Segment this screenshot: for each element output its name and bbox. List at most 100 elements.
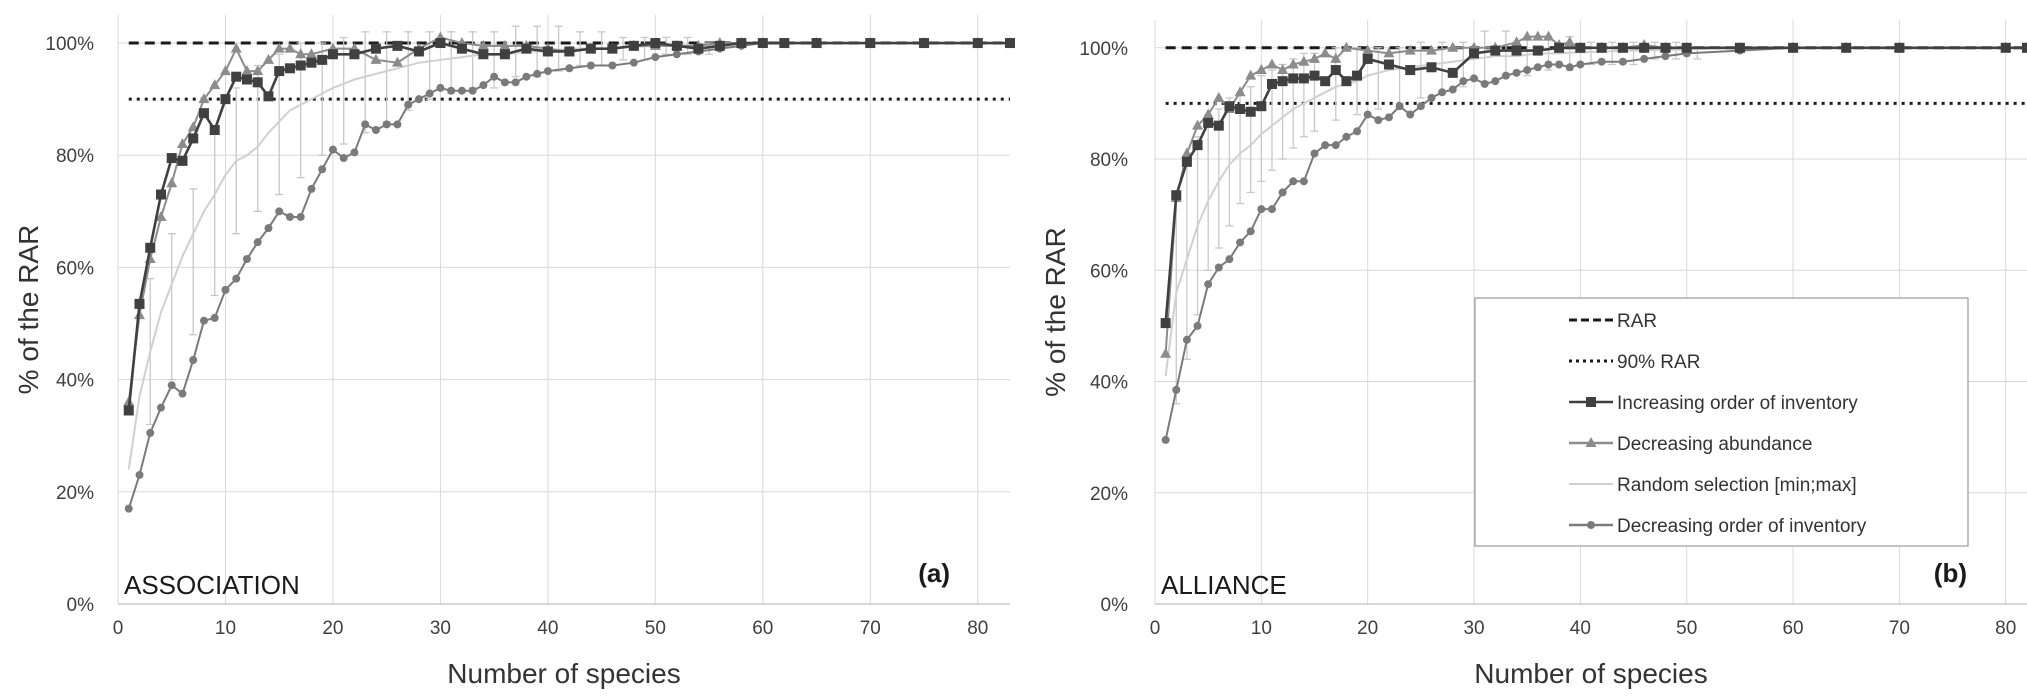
data-point bbox=[1331, 65, 1341, 75]
data-point bbox=[286, 213, 294, 221]
data-point bbox=[672, 41, 682, 51]
data-point bbox=[629, 41, 639, 51]
data-point bbox=[1288, 73, 1298, 83]
data-point bbox=[1332, 141, 1340, 149]
y-tick-label: 0% bbox=[67, 595, 95, 616]
data-point bbox=[285, 63, 295, 73]
data-point bbox=[865, 38, 875, 48]
data-point bbox=[156, 190, 166, 200]
data-point bbox=[736, 38, 746, 48]
data-point bbox=[1289, 177, 1297, 185]
data-point bbox=[1363, 54, 1373, 64]
x-tick-label: 50 bbox=[645, 618, 666, 639]
data-point bbox=[1352, 71, 1362, 81]
data-point bbox=[243, 255, 251, 263]
data-point bbox=[435, 38, 445, 48]
data-point bbox=[1171, 190, 1181, 200]
data-point bbox=[178, 390, 186, 398]
data-point bbox=[157, 404, 165, 412]
series-random bbox=[129, 26, 1010, 469]
data-point bbox=[328, 49, 338, 59]
data-point bbox=[211, 314, 219, 322]
x-tick-label: 40 bbox=[537, 618, 558, 639]
data-point bbox=[1225, 255, 1233, 263]
x-tick-label: 20 bbox=[322, 618, 343, 639]
data-point bbox=[340, 154, 348, 162]
data-point bbox=[199, 108, 209, 118]
data-point bbox=[1426, 62, 1436, 72]
data-point bbox=[1894, 43, 1904, 53]
data-point bbox=[693, 44, 703, 54]
data-point bbox=[1278, 76, 1288, 86]
legend-box bbox=[1475, 298, 1968, 546]
data-point bbox=[1639, 43, 1649, 53]
x-tick-label: 10 bbox=[1251, 618, 1272, 639]
data-point bbox=[1661, 52, 1669, 60]
data-point bbox=[275, 207, 283, 215]
data-point bbox=[1005, 38, 1015, 48]
data-point bbox=[1513, 69, 1521, 77]
data-point bbox=[650, 38, 660, 48]
panel-tag: (a) bbox=[918, 558, 950, 588]
data-point bbox=[478, 49, 488, 59]
data-point bbox=[1841, 43, 1851, 53]
data-point bbox=[1246, 107, 1256, 117]
data-point bbox=[544, 67, 552, 75]
data-point bbox=[329, 146, 337, 154]
data-point bbox=[501, 78, 509, 86]
data-point bbox=[1459, 77, 1467, 85]
x-tick-label: 70 bbox=[860, 618, 881, 639]
data-point bbox=[1311, 149, 1319, 157]
data-point bbox=[242, 75, 252, 85]
y-tick-label: 40% bbox=[56, 371, 94, 392]
legend-marker bbox=[1586, 397, 1596, 407]
data-point bbox=[500, 49, 510, 59]
data-point bbox=[1564, 36, 1575, 46]
data-point bbox=[436, 84, 444, 92]
data-point bbox=[1213, 92, 1224, 102]
data-point bbox=[167, 153, 177, 163]
data-point bbox=[1161, 318, 1171, 328]
data-point bbox=[1384, 59, 1394, 69]
data-point bbox=[1502, 72, 1510, 80]
data-point bbox=[1321, 141, 1329, 149]
data-point bbox=[263, 91, 273, 101]
legend-marker bbox=[1587, 521, 1595, 529]
x-tick-label: 0 bbox=[1150, 618, 1161, 639]
data-point bbox=[1193, 140, 1203, 150]
data-point bbox=[587, 61, 595, 69]
data-point bbox=[973, 38, 983, 48]
data-point bbox=[1162, 436, 1170, 444]
series-line bbox=[1166, 48, 2027, 323]
y-axis-title: % of the RAR bbox=[13, 225, 44, 395]
data-point bbox=[1268, 205, 1276, 213]
data-point bbox=[565, 64, 573, 72]
data-point bbox=[1364, 111, 1372, 119]
data-point bbox=[1215, 264, 1223, 272]
x-tick-label: 40 bbox=[1570, 618, 1591, 639]
data-point bbox=[1267, 79, 1277, 89]
data-point bbox=[1534, 63, 1542, 71]
data-point bbox=[1236, 238, 1244, 246]
data-point bbox=[274, 66, 284, 76]
data-point bbox=[1224, 101, 1234, 111]
data-point bbox=[307, 185, 315, 193]
data-point bbox=[372, 126, 380, 134]
y-tick-label: 60% bbox=[1090, 261, 1128, 282]
data-point bbox=[393, 120, 401, 128]
legend-label: Random selection [min;max] bbox=[1617, 475, 1857, 496]
data-point bbox=[146, 429, 154, 437]
data-point bbox=[135, 471, 143, 479]
data-point bbox=[1256, 101, 1266, 111]
data-point bbox=[1481, 80, 1489, 88]
data-point bbox=[168, 381, 176, 389]
panel-label: ALLIANCE bbox=[1161, 570, 1287, 600]
data-point bbox=[673, 50, 681, 58]
series-line bbox=[129, 43, 1010, 509]
data-point bbox=[1374, 116, 1382, 124]
x-tick-label: 60 bbox=[752, 618, 773, 639]
data-point bbox=[1597, 43, 1607, 53]
data-point bbox=[457, 44, 467, 54]
x-tick-label: 0 bbox=[113, 618, 124, 639]
data-point bbox=[134, 299, 144, 309]
